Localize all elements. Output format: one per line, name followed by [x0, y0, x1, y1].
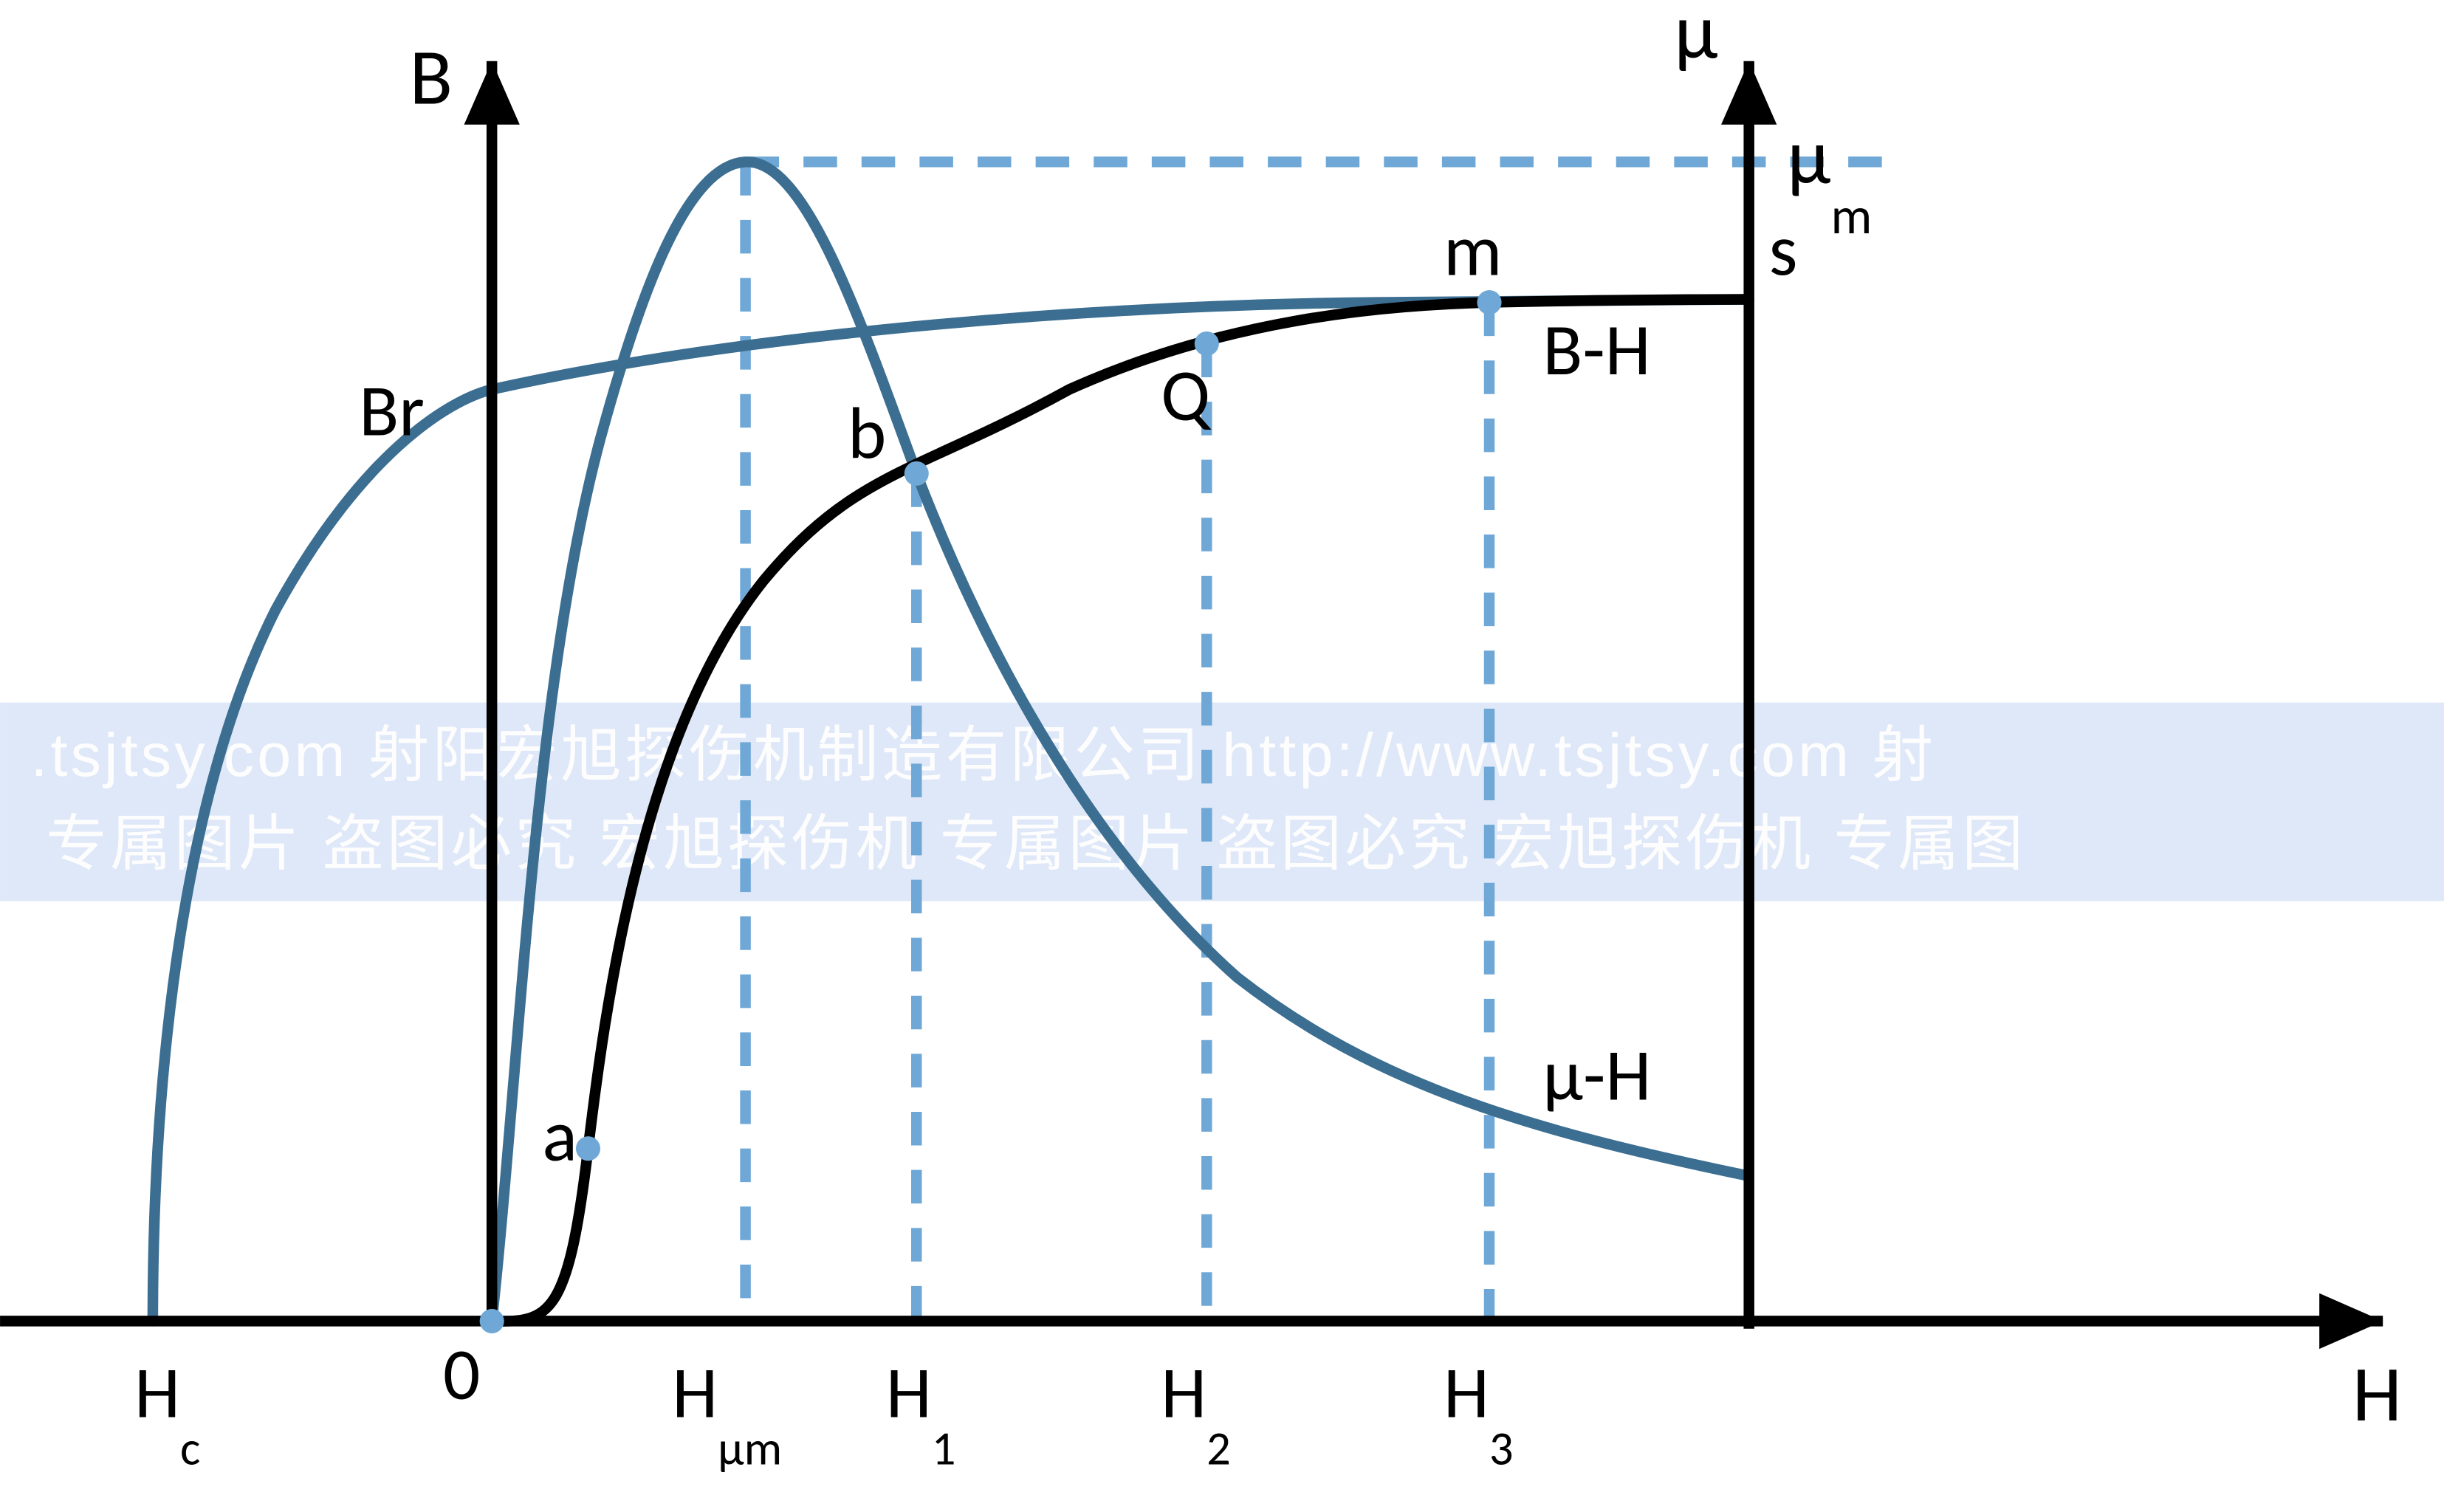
point-a — [576, 1136, 600, 1161]
y-axis-left-arrow-icon — [464, 61, 520, 125]
label-mu-m: μm — [1787, 108, 1872, 247]
x-axis-arrow-icon — [2319, 1293, 2383, 1349]
point-label-b: b — [848, 388, 886, 478]
curve-label-Br: Br — [359, 365, 425, 456]
point-label-a: a — [542, 1090, 577, 1181]
tick-H3: H3 — [1444, 1347, 1514, 1478]
tick-H1: H1 — [886, 1347, 956, 1478]
point-label-Q: Q — [1161, 350, 1212, 440]
y-axis-right-arrow-icon — [1721, 61, 1777, 125]
curve-label-BH: B-H — [1542, 304, 1650, 394]
axis-label-B: B — [409, 29, 453, 126]
axis-label-H: H — [2352, 1345, 2402, 1442]
watermark-text-line-1: 专属图片 盗图必究 宏旭探伤机 专属图片 盗图必究 宏旭探伤机 专属图 — [46, 809, 2026, 878]
tick-Hc: Hc — [134, 1347, 200, 1478]
origin-label: 0 — [443, 1329, 480, 1419]
tick-Hmum: Hμm — [672, 1347, 782, 1478]
axis-label-mu: μ — [1674, 0, 1717, 80]
point-label-m: m — [1444, 205, 1502, 295]
watermark: .tsjtsy.com 射阳宏旭探伤机制造有限公司 http://www.tsj… — [0, 703, 2444, 901]
chart-container: .tsjtsy.com 射阳宏旭探伤机制造有限公司 http://www.tsj… — [0, 0, 2444, 1512]
point-origin — [480, 1309, 504, 1333]
magnetization-chart: .tsjtsy.com 射阳宏旭探伤机制造有限公司 http://www.tsj… — [0, 0, 2444, 1512]
label-s: s — [1769, 205, 1798, 295]
point-b — [905, 461, 929, 486]
curve-label-muH: μ-H — [1542, 1029, 1651, 1119]
watermark-text-line-0: .tsjtsy.com 射阳宏旭探伤机制造有限公司 http://www.tsj… — [30, 721, 1936, 789]
tick-H2: H2 — [1161, 1347, 1231, 1478]
